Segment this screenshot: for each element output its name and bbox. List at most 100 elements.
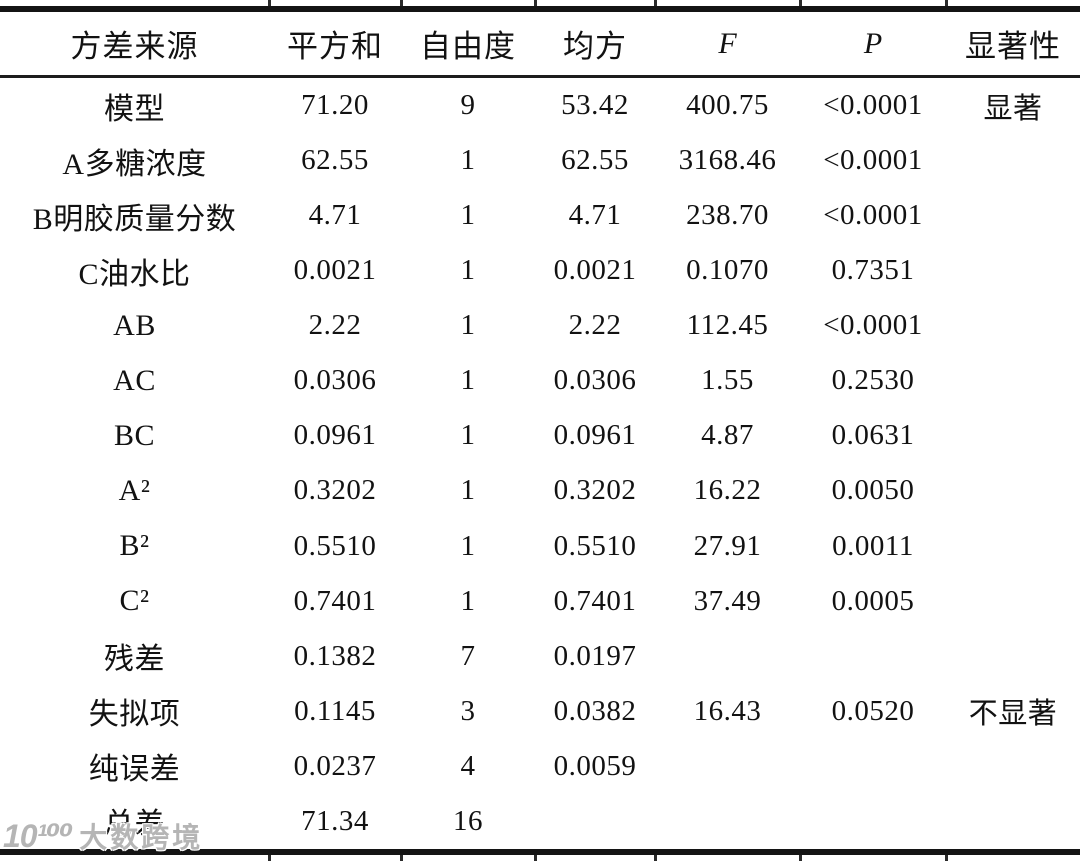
cell-value: 3168.46	[678, 144, 777, 177]
cell-value	[946, 133, 1080, 188]
cell-value: 1	[460, 584, 476, 617]
cell-value: 0.0961	[293, 419, 377, 452]
cell-value	[655, 739, 800, 794]
column-header-p-value: P	[800, 12, 946, 78]
column-tick	[799, 0, 802, 6]
column-header-significance: 显著性	[946, 12, 1080, 78]
cell-value: 16.22	[693, 474, 762, 507]
cell-value: 16.43	[693, 694, 762, 727]
cell-value	[946, 188, 1080, 243]
row-label: 模型	[104, 92, 165, 126]
cell-value	[946, 243, 1080, 298]
cell-value: 62.55	[561, 144, 629, 177]
cell-value: 4.71	[568, 199, 622, 232]
row-label: C²	[119, 584, 150, 618]
cell-value: 0.0050	[831, 474, 915, 507]
column-header-df: 自由度	[401, 12, 535, 78]
cell-value: 0.0197	[553, 639, 637, 672]
cell-value: 0.0059	[553, 749, 637, 782]
cell-value: 0.0306	[553, 364, 637, 397]
cell-value: 0.7401	[553, 584, 637, 617]
cell-value: 238.70	[686, 199, 769, 232]
cell-value: 显著	[983, 92, 1043, 125]
cell-value	[946, 574, 1080, 629]
cell-value: 112.45	[686, 309, 769, 342]
cell-value	[655, 794, 800, 849]
cell-value: 16	[453, 804, 483, 837]
cell-value: 0.0631	[831, 419, 915, 452]
cell-value: <0.0001	[823, 199, 923, 232]
column-tick	[945, 0, 948, 6]
cell-value: <0.0001	[823, 144, 923, 177]
cell-value: 1	[460, 144, 476, 177]
cell-value	[655, 629, 800, 684]
row-label: C油水比	[78, 257, 191, 291]
cell-value	[946, 408, 1080, 463]
cell-value: 0.3202	[553, 474, 637, 507]
column-tick	[654, 0, 657, 6]
cell-value: 0.0306	[293, 364, 377, 397]
cell-value: 0.0021	[553, 254, 637, 287]
cell-value: 71.20	[301, 89, 369, 122]
cell-value: 1.55	[701, 364, 754, 397]
cell-value: 4	[460, 749, 476, 782]
cell-value: 0.7401	[293, 584, 377, 617]
cell-value: 0.0961	[553, 419, 637, 452]
column-header-source: 方差来源	[0, 12, 269, 78]
row-label: 失拟项	[88, 698, 181, 732]
column-tick	[268, 855, 271, 861]
cell-value: 1	[460, 199, 476, 232]
cell-value	[800, 794, 946, 849]
cell-value: 4.87	[701, 419, 754, 452]
cell-value: 2.22	[308, 309, 362, 342]
cell-value	[946, 739, 1080, 794]
column-tick	[799, 855, 802, 861]
cell-value: 0.0520	[831, 694, 915, 727]
cell-value	[946, 519, 1080, 574]
cell-value: 3	[460, 694, 476, 727]
row-label: 纯误差	[88, 753, 181, 787]
row-label: AC	[113, 363, 156, 397]
cell-value	[946, 794, 1080, 849]
cell-value: 0.5510	[553, 529, 637, 562]
column-tick	[945, 855, 948, 861]
cell-value: 0.3202	[293, 474, 377, 507]
cell-value: 62.55	[301, 144, 369, 177]
row-label: 总差	[104, 808, 165, 842]
cell-value: 9	[460, 89, 476, 122]
cell-value: 1	[460, 419, 476, 452]
cell-value: 1	[460, 529, 476, 562]
row-label: AB	[113, 308, 156, 342]
cell-value: 2.22	[568, 309, 622, 342]
column-header-mean-square: 均方	[535, 12, 655, 78]
cell-value: 0.1382	[293, 639, 377, 672]
cell-value: 0.5510	[293, 529, 377, 562]
cell-value: 0.7351	[831, 254, 915, 287]
column-tick	[400, 0, 403, 6]
cell-value: 不显著	[968, 698, 1058, 731]
cell-value: 0.1070	[686, 254, 769, 287]
column-tick	[534, 855, 537, 861]
column-tick	[654, 855, 657, 861]
cell-value: 0.0237	[293, 749, 377, 782]
cell-value: 0.0021	[293, 254, 377, 287]
cell-value	[946, 353, 1080, 408]
cell-value: 27.91	[693, 529, 762, 562]
cell-value	[800, 629, 946, 684]
cell-value: 4.71	[308, 199, 362, 232]
cell-value: 53.42	[561, 89, 629, 122]
cell-value: 71.34	[301, 804, 369, 837]
cell-value: <0.0001	[823, 309, 923, 342]
column-tick	[400, 855, 403, 861]
cell-value	[535, 794, 655, 849]
cell-value	[946, 298, 1080, 353]
cell-value: 1	[460, 364, 476, 397]
cell-value: 37.49	[693, 584, 762, 617]
cell-value: <0.0001	[823, 89, 923, 122]
cell-value	[800, 739, 946, 794]
anova-table: 方差来源 平方和 自由度 均方 F P 显著性 模型 71.20 9 53.42 400…	[0, 6, 1080, 855]
cell-value: 1	[460, 474, 476, 507]
cell-value: 0.1145	[294, 694, 376, 727]
cell-value: 0.0005	[831, 584, 915, 617]
cell-value	[946, 463, 1080, 518]
